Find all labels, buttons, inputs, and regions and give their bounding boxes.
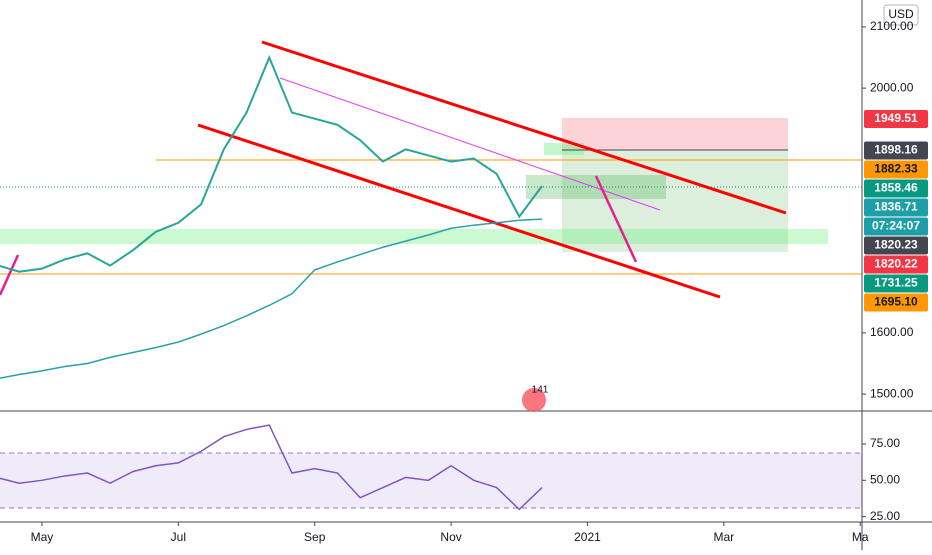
- badge: 141: [532, 385, 549, 396]
- trend-line: [594, 175, 638, 263]
- price-label-bg: [864, 141, 928, 160]
- price-label-bg: [864, 198, 928, 217]
- price-label-bg: [864, 274, 928, 293]
- price-label: 1882.33: [874, 162, 918, 176]
- price-label: 07:24:07: [872, 219, 920, 233]
- price-label: 1820.22: [874, 257, 918, 271]
- price-label: 1695.10: [874, 295, 918, 309]
- price-label-bg: [864, 179, 928, 198]
- x-tick-label: Sep: [304, 530, 326, 544]
- series-line: [0, 218, 543, 379]
- price-label: 1949.51: [874, 111, 918, 125]
- price-label: 1898.16: [874, 143, 918, 157]
- price-label-bg: [864, 236, 928, 255]
- x-tick-label: Ma: [852, 530, 869, 544]
- plot-bg: [0, 0, 862, 522]
- price-label: 1731.25: [874, 276, 918, 290]
- series-line: [0, 54, 543, 273]
- series-line: [0, 424, 543, 511]
- stop-zone: [562, 118, 788, 150]
- rsi-band: [0, 453, 862, 508]
- y-tick-label: 1500.00: [870, 386, 914, 400]
- price-label-bg: [864, 160, 928, 179]
- price-label: 1820.23: [874, 238, 918, 252]
- price-label: 1836.71: [874, 200, 918, 214]
- support-zone: [0, 229, 828, 244]
- x-tick-label: 2021: [574, 530, 601, 544]
- x-tick-label: May: [31, 530, 54, 544]
- y-tick-label: 2000.00: [870, 80, 914, 94]
- y-tick-label: 2100.00: [870, 19, 914, 33]
- zone: [544, 143, 584, 155]
- y-tick-label: 75.00: [870, 436, 900, 450]
- channel-bottom: [197, 123, 721, 299]
- y-tick-label: 25.00: [870, 509, 900, 523]
- price-label-bg: [864, 293, 928, 312]
- x-tick-label: Mar: [714, 530, 735, 544]
- x-tick-label: Nov: [440, 530, 461, 544]
- channel-top: [261, 40, 787, 215]
- currency: USD: [888, 7, 914, 21]
- x-tick-label: Jul: [171, 530, 186, 544]
- currency-box[interactable]: [883, 4, 919, 26]
- trend-line: [0, 254, 20, 296]
- y-tick-label: 1600.00: [870, 325, 914, 339]
- price-label: 1858.46: [874, 181, 918, 195]
- badge-icon[interactable]: [522, 388, 546, 412]
- trend-line: [279, 77, 661, 211]
- price-label-bg: [864, 217, 928, 236]
- y-tick-label: 50.00: [870, 472, 900, 486]
- price-label-bg: [864, 110, 928, 129]
- price-label-bg: [864, 255, 928, 274]
